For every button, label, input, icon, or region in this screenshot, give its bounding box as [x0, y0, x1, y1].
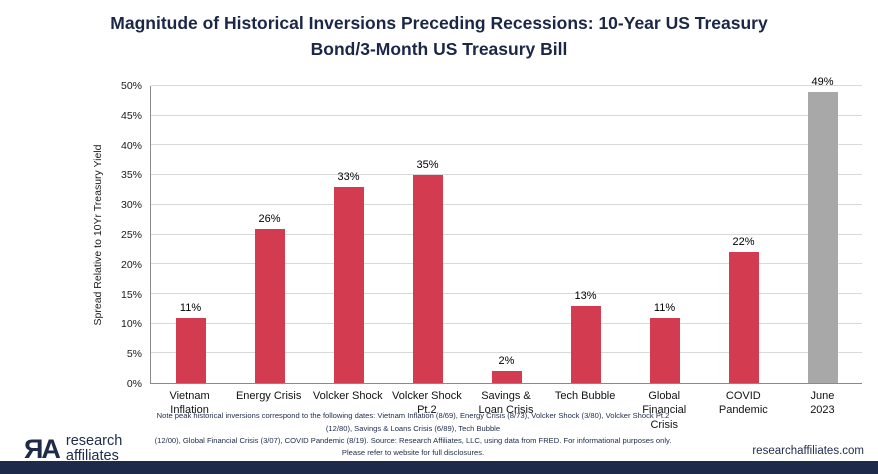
- x-axis-category-label: Tech Bubble: [554, 390, 616, 402]
- website-url: researchaffiliates.com: [752, 445, 864, 457]
- gridline: [151, 322, 862, 324]
- gridline: [151, 114, 862, 116]
- gridline: [151, 144, 862, 146]
- y-tick-label: 50%: [120, 80, 142, 92]
- bar-value-label: 13%: [574, 289, 597, 302]
- bar-slot: 33%: [309, 86, 388, 383]
- y-tick-label: 20%: [120, 258, 142, 271]
- gridline: [151, 292, 862, 294]
- bar-value-label: 33%: [337, 170, 360, 183]
- gridline: [151, 203, 862, 205]
- bar-value-label: 11%: [653, 301, 676, 314]
- y-axis-label: Spread Relative to 10Yr Treasury Yield: [92, 144, 104, 326]
- x-axis-category-label: Volcker Shock Pt.2: [392, 390, 462, 417]
- bar-value-label: 22%: [732, 236, 755, 249]
- y-tick-label: 25%: [120, 229, 142, 241]
- footnote-line1: Note peak historical inversions correspo…: [156, 411, 670, 433]
- bar-slot: 13%: [546, 86, 625, 383]
- gridline: [151, 352, 862, 354]
- x-axis-category-label: June 2023: [810, 390, 835, 417]
- bar-slot: 26%: [230, 86, 309, 383]
- bars-container: 11% 26% 33% 35% 2% 13% 11% 22% 49%: [151, 76, 862, 383]
- y-tick-label: 15%: [120, 288, 142, 301]
- bar-slot: 11%: [625, 86, 704, 383]
- research-affiliates-logo-text: research affiliates: [65, 432, 123, 465]
- page-title: Magnitude of Historical Inversions Prece…: [110, 13, 768, 60]
- logo-text-line2: affiliates: [65, 448, 119, 465]
- bar: 33%: [333, 171, 364, 383]
- x-axis-category-label: Global Financial Crisis: [642, 390, 687, 431]
- footer-accent-bar: [0, 461, 878, 474]
- bar-value-label: 35%: [416, 159, 439, 172]
- y-axis-label-wrap: Spread Relative to 10Yr Treasury Yield: [88, 86, 108, 384]
- gridline: [151, 233, 862, 235]
- bar: 26%: [254, 213, 285, 383]
- bar: 35%: [412, 159, 443, 383]
- bar-value-label: 11%: [179, 301, 202, 314]
- footnote: Note peak historical inversions correspo…: [148, 410, 678, 459]
- bar-value-label: 49%: [811, 75, 834, 88]
- bar: 11%: [649, 302, 680, 383]
- gridline: [151, 174, 862, 176]
- bar-slot: 2%: [467, 86, 546, 383]
- research-affiliates-logo: ЯA research affiliates: [24, 432, 123, 465]
- bar-slot: 49%: [783, 76, 862, 383]
- x-axis-category-label: Vietnam Inflation: [169, 390, 210, 417]
- y-tick-label: 0%: [126, 378, 142, 390]
- bar-slot: 22%: [704, 86, 783, 383]
- logo-text-line1: research: [65, 432, 123, 449]
- y-axis-ticks: 0% 5% 10% 15% 20% 25% 30% 35% 40% 45% 50%: [108, 80, 150, 390]
- bar-slot: 11%: [151, 86, 230, 383]
- x-axis-category-label: Energy Crisis: [235, 390, 302, 402]
- bar-value-label: 26%: [258, 212, 281, 225]
- y-tick-label: 40%: [120, 139, 142, 152]
- plot-area: 11% 26% 33% 35% 2% 13% 11% 22% 49%: [150, 76, 862, 384]
- bar-chart: Spread Relative to 10Yr Treasury Yield 0…: [88, 76, 862, 432]
- gridline: [151, 85, 862, 86]
- bar: 49%: [807, 76, 838, 383]
- bar: 2%: [491, 355, 522, 383]
- footnote-line2: (12/00), Global Financial Crisis (3/07),…: [154, 435, 672, 457]
- bar: 22%: [728, 236, 759, 383]
- gridline: [151, 263, 862, 265]
- research-affiliates-logo-icon: ЯA: [24, 433, 61, 464]
- x-axis-category-label: Savings & Loan Crisis: [478, 390, 534, 417]
- bar: 11%: [175, 302, 206, 383]
- y-tick-label: 35%: [120, 169, 142, 182]
- bar: 13%: [570, 290, 601, 383]
- y-tick-label: 5%: [126, 348, 142, 361]
- x-axis-category-label: Volcker Shock: [312, 390, 383, 402]
- y-tick-label: 10%: [120, 318, 142, 331]
- x-axis-labels: Vietnam Inflation Energy Crisis Volcker Sh…: [150, 389, 862, 432]
- bar-value-label: 2%: [498, 355, 515, 368]
- y-tick-label: 45%: [120, 109, 142, 122]
- y-tick-label: 30%: [120, 199, 142, 212]
- bar-slot: 35%: [388, 86, 467, 383]
- x-axis-category-label: COVID Pandemic: [718, 390, 768, 417]
